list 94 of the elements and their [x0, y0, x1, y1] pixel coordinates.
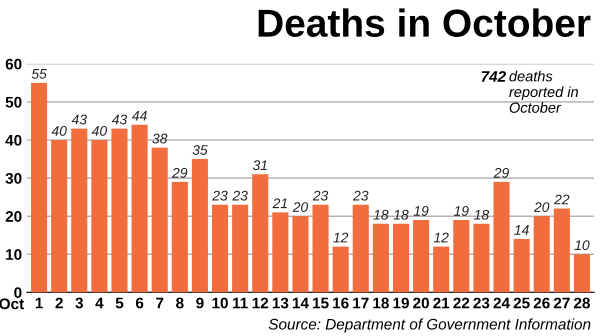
x-tick-label: 10 — [212, 298, 228, 308]
bar — [192, 159, 208, 292]
bar — [292, 216, 308, 292]
bar — [574, 254, 590, 292]
x-tick-label: 24 — [494, 298, 510, 308]
y-tick-label: 10 — [6, 249, 22, 260]
bar — [413, 220, 430, 292]
data-label: 20 — [534, 202, 550, 212]
bar — [433, 246, 450, 292]
bar — [252, 174, 268, 292]
x-tick-label: 9 — [196, 298, 204, 308]
bar — [392, 224, 410, 292]
x-tick-label: 7 — [156, 298, 164, 308]
bar — [514, 239, 530, 292]
bar — [91, 140, 108, 292]
data-label: 12 — [434, 232, 449, 242]
x-tick-label: 5 — [116, 298, 124, 308]
x-tick-label: 22 — [453, 298, 470, 308]
x-tick-label: 3 — [75, 298, 83, 308]
x-tick-label: 17 — [353, 298, 369, 308]
x-tick-label: 18 — [373, 298, 389, 308]
bar — [473, 224, 490, 292]
bar — [172, 182, 188, 292]
data-label: 22 — [554, 194, 570, 204]
data-label: 43 — [72, 114, 87, 124]
y-tick-label: 50 — [6, 96, 22, 108]
data-label: 23 — [232, 190, 248, 201]
bar — [71, 128, 88, 292]
chart-title: Deaths in October — [258, 8, 590, 37]
x-tick-label: 20 — [413, 298, 429, 308]
x-tick-label: 15 — [313, 298, 329, 308]
bar — [272, 212, 288, 292]
data-label: 40 — [52, 126, 67, 136]
data-label: 23 — [352, 190, 368, 201]
data-label: 18 — [374, 210, 389, 220]
bar — [51, 140, 68, 292]
bar — [31, 82, 48, 292]
data-label: 40 — [92, 126, 107, 136]
x-tick-label: 26 — [534, 298, 550, 308]
bar — [332, 246, 349, 292]
data-label: 18 — [394, 210, 409, 220]
data-label: 55 — [32, 69, 47, 79]
y-tick-label: 60 — [6, 58, 22, 70]
x-tick-label: 14 — [292, 298, 309, 308]
data-label: 10 — [574, 240, 590, 250]
x-tick-label: 19 — [393, 298, 409, 308]
data-label: 14 — [514, 225, 529, 235]
y-tick-label: 30 — [6, 172, 22, 184]
bar — [372, 224, 389, 292]
x-tick-label: 28 — [574, 298, 590, 308]
bar — [534, 216, 550, 292]
data-label: 43 — [112, 114, 128, 124]
data-label: 12 — [333, 232, 348, 242]
bar — [132, 124, 148, 292]
data-label: 38 — [152, 134, 168, 144]
bar — [111, 128, 128, 292]
bar — [232, 204, 248, 292]
data-label: 18 — [474, 210, 490, 220]
data-label: 31 — [252, 160, 267, 170]
y-tick-label: 40 — [5, 134, 22, 146]
x-tick-label: 21 — [433, 298, 450, 308]
bar — [312, 204, 329, 292]
data-label: 19 — [454, 206, 469, 216]
data-label: 29 — [494, 168, 509, 178]
data-label: 44 — [132, 110, 147, 120]
data-label: 29 — [172, 168, 188, 178]
x-tick-label: 16 — [333, 298, 349, 308]
bar — [212, 204, 228, 292]
x-tick-label: 23 — [473, 298, 490, 308]
data-label: 23 — [312, 190, 328, 201]
x-tick-label: 4 — [95, 298, 104, 308]
x-tick-label: 12 — [252, 298, 268, 308]
y-tick-label: 20 — [6, 211, 22, 222]
data-label: 19 — [414, 206, 429, 216]
x-tick-label: 11 — [233, 298, 248, 308]
x-tick-label: 13 — [272, 298, 288, 308]
annotation: 742 deaths reported in October — [482, 70, 578, 113]
bar — [152, 148, 168, 292]
x-tick-label: 2 — [55, 298, 63, 308]
data-label: 35 — [192, 145, 208, 155]
bar — [453, 220, 470, 292]
bar — [352, 204, 369, 292]
x-tick-label: 6 — [136, 298, 144, 308]
data-label: 23 — [212, 190, 228, 201]
data-label: 20 — [292, 202, 308, 212]
bar — [493, 182, 510, 292]
x-tick-label: 27 — [554, 298, 570, 308]
bar — [554, 208, 570, 292]
data-label: 21 — [272, 198, 287, 208]
y-tick-label: 0 — [14, 287, 22, 298]
source-note: Source: Department of Government Information — [268, 318, 590, 333]
x-tick-label: 8 — [176, 298, 184, 308]
x-tick-label: 25 — [514, 298, 530, 308]
x-tick-label: 1 — [36, 298, 43, 308]
